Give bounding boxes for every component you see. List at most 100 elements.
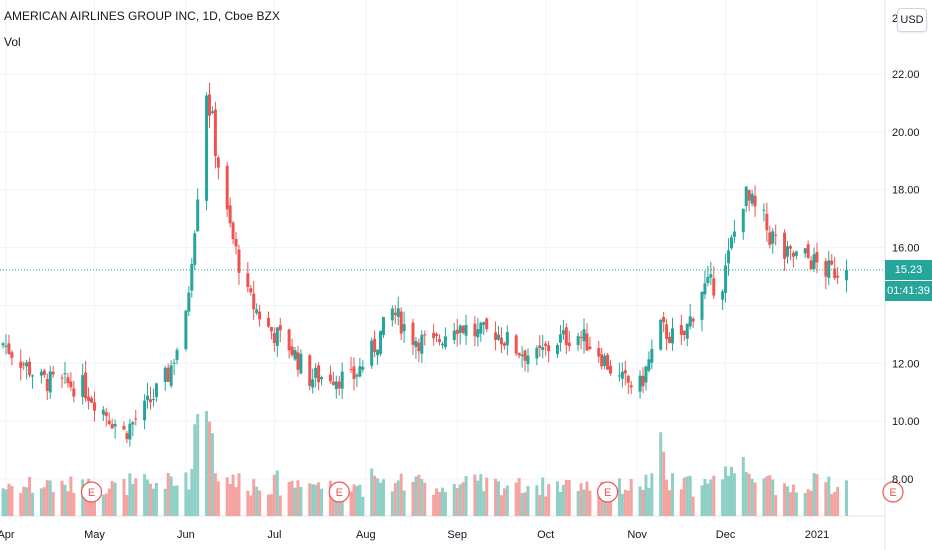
- candle-body: [688, 316, 692, 327]
- volume-bar: [231, 474, 235, 516]
- volume-bar: [423, 482, 427, 516]
- volume-bar: [747, 473, 751, 516]
- volume-bar: [709, 479, 713, 516]
- price-tick-label-partial: 2: [892, 13, 898, 25]
- volume-bar: [290, 480, 294, 516]
- candle-body: [110, 424, 114, 429]
- volume-bar: [555, 481, 559, 516]
- candle-body: [617, 375, 621, 377]
- currency-button[interactable]: USD: [897, 8, 927, 32]
- volume-bar: [216, 481, 220, 516]
- candle-body: [576, 336, 580, 346]
- candle-body: [266, 317, 270, 327]
- volume-bar: [750, 478, 754, 516]
- volume-bar: [499, 495, 503, 516]
- volume-bar: [246, 490, 250, 516]
- volume-bar: [317, 482, 321, 516]
- volume-bar: [688, 475, 692, 516]
- earnings-marker[interactable]: [80, 481, 103, 503]
- volume-bar: [564, 479, 568, 516]
- volume-bar: [328, 480, 332, 516]
- candle-body: [514, 335, 518, 354]
- candle-body: [724, 265, 728, 293]
- candle-body: [620, 371, 624, 379]
- volume-bar: [438, 491, 442, 516]
- candle-body: [317, 365, 321, 383]
- candle-body: [600, 354, 604, 367]
- volume-bar: [340, 489, 344, 516]
- volume-indicator-label[interactable]: Vol: [4, 35, 21, 49]
- volume-bar: [361, 496, 365, 516]
- volume-bar: [706, 483, 710, 516]
- volume-bar: [349, 491, 353, 516]
- earnings-marker-label: E: [336, 487, 343, 499]
- candle-body: [149, 399, 153, 403]
- candle-body: [502, 343, 506, 346]
- volume-bar: [373, 475, 377, 516]
- earnings-marker-label: E: [88, 487, 95, 499]
- volume-bar: [308, 483, 312, 516]
- candle-body: [63, 373, 67, 375]
- symbol-title[interactable]: AMERICAN AIRLINES GROUP INC, 1D, Cboe BZ…: [4, 9, 280, 23]
- volume-bar: [411, 482, 415, 516]
- candle-body: [81, 375, 85, 397]
- earnings-marker[interactable]: [328, 481, 350, 503]
- volume-bar: [479, 474, 483, 516]
- candle-body: [390, 308, 394, 321]
- price-tick-label: 12.00: [892, 358, 920, 370]
- candle-body: [476, 329, 480, 338]
- earnings-marker[interactable]: [882, 481, 904, 503]
- candle-body: [783, 232, 787, 259]
- candle-body: [22, 363, 26, 365]
- volume-bar: [25, 487, 29, 516]
- candle-body: [39, 371, 43, 376]
- volume-bar: [331, 488, 335, 516]
- volume-bar: [249, 495, 253, 516]
- candle-body: [523, 350, 527, 361]
- time-tick-label: Dec: [716, 529, 736, 541]
- volume-bar: [320, 488, 324, 516]
- candle-body: [544, 343, 548, 346]
- price-tick-label: 10.00: [892, 416, 920, 428]
- candle-body: [461, 325, 465, 333]
- candle-body: [249, 288, 253, 293]
- candle-body: [411, 322, 415, 345]
- volume-bar: [272, 474, 276, 516]
- candle-body: [399, 311, 403, 334]
- volume-bar: [455, 488, 459, 516]
- volume-bar: [458, 484, 462, 516]
- candle-body: [812, 254, 816, 269]
- earnings-marker[interactable]: [597, 481, 619, 503]
- candle-body: [609, 365, 613, 374]
- time-tick-label: Oct: [537, 529, 554, 541]
- candle-body: [172, 362, 176, 364]
- candle-body: [278, 325, 282, 331]
- candle-body: [499, 337, 503, 345]
- volume-bar: [794, 492, 798, 516]
- time-axis[interactable]: Apr May Jun Jul Aug Sep Oct Nov Dec 2021: [0, 529, 829, 541]
- volume-bar: [700, 485, 704, 516]
- price-tick-label: 16.00: [892, 243, 920, 255]
- volume-bar: [721, 479, 725, 516]
- candle-body: [308, 355, 312, 386]
- candle-body: [803, 248, 807, 254]
- volume-bar: [379, 482, 383, 516]
- price-axis[interactable]: 8.00 10.00 12.00 16.00 18.00 20.00 22.00 2: [892, 13, 920, 486]
- candle-body: [28, 361, 32, 376]
- candle-body: [25, 362, 29, 367]
- candle-body: [31, 375, 35, 377]
- candle-body: [125, 433, 129, 440]
- volume-bar: [691, 496, 695, 516]
- candle-body: [824, 261, 828, 277]
- volume-bar: [210, 433, 214, 516]
- candle-body: [1, 343, 5, 346]
- volume-bar: [836, 486, 840, 516]
- volume-bar: [355, 485, 359, 516]
- volume-bar: [420, 479, 424, 516]
- candle-body: [113, 423, 117, 427]
- candle-body: [597, 348, 601, 357]
- candle-body: [443, 336, 447, 348]
- volume-bar: [827, 476, 831, 516]
